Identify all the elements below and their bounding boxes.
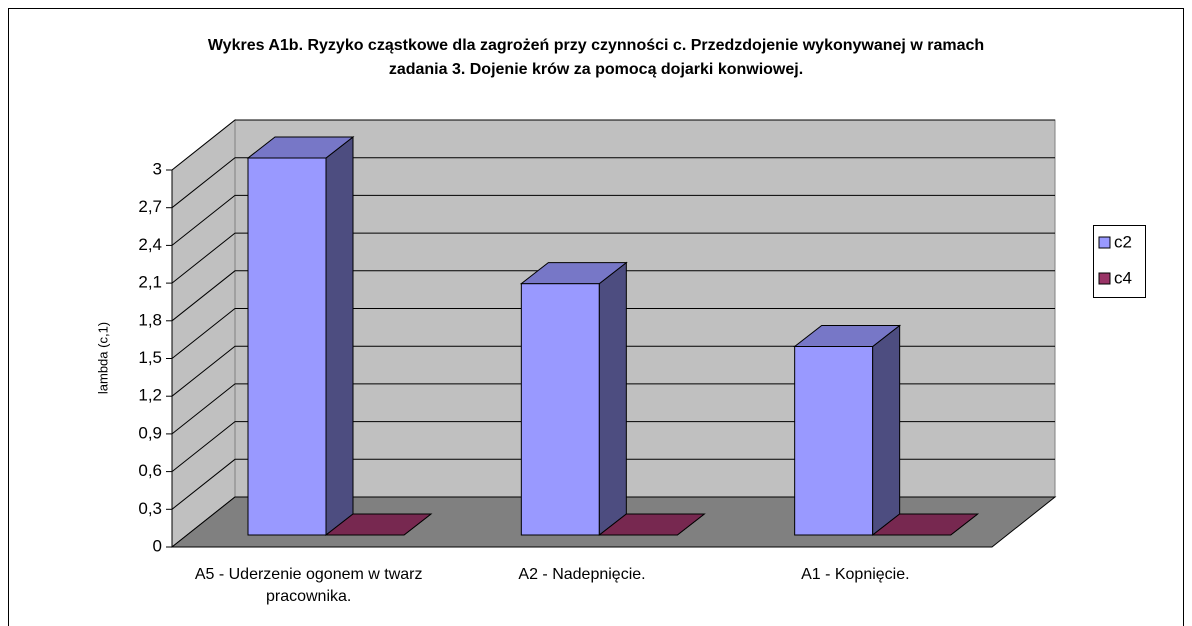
bar	[871, 513, 980, 536]
legend-swatch	[1098, 236, 1111, 249]
bar-side	[598, 261, 627, 537]
y-tick-label: 0,3	[138, 499, 162, 518]
y-tick-label: 1,8	[138, 310, 162, 329]
bar	[597, 513, 706, 536]
bar	[324, 513, 433, 536]
grid-line	[171, 421, 1055, 472]
bar-front	[794, 346, 874, 536]
x-tick-label: A2 - Nadepnięcie.	[518, 566, 646, 583]
chart-title: Wykres A1b. Ryzyko cząstkowe dla zagroże…	[207, 37, 985, 78]
bar	[793, 324, 902, 537]
y-axis-label: lambda (c,1)	[95, 322, 110, 394]
bar-top	[597, 513, 706, 536]
bar-top	[519, 262, 628, 285]
bar-top	[324, 513, 433, 536]
bar-front	[247, 157, 327, 536]
y-tick-label: 0,6	[138, 461, 162, 480]
y-tick-label: 3	[153, 159, 162, 178]
y-tick-label: 2,1	[138, 273, 162, 292]
y-tick-label: 1,2	[138, 386, 162, 405]
legend-swatch	[1098, 272, 1111, 285]
legend-label: c2	[1114, 232, 1132, 251]
grid-line	[171, 345, 1055, 397]
y-tick-label: 1,5	[138, 348, 162, 367]
y-tick-label: 0,9	[138, 423, 162, 442]
bar-front	[520, 283, 600, 536]
grid-line	[171, 270, 1055, 322]
grid-line	[171, 157, 1055, 209]
bar-side	[325, 135, 354, 537]
y-tick-label: 2,7	[138, 197, 162, 216]
bar-top	[871, 513, 980, 536]
x-tick-label: A1 - Kopnięcie.	[801, 566, 910, 583]
y-tick-label: 2,4	[138, 235, 162, 254]
bar-side	[872, 324, 901, 537]
grid-line	[171, 119, 1055, 171]
y-tick-label: 0	[153, 536, 162, 555]
bar	[246, 135, 355, 537]
grid-line	[171, 232, 1055, 284]
grid-line	[171, 458, 1055, 510]
x-tick-label: A5 - Uderzenie ogonem w twarz pracownika…	[194, 566, 423, 605]
bar-top	[793, 325, 902, 347]
grid-line	[171, 308, 1055, 359]
bar-top	[246, 136, 355, 159]
grid-line	[171, 194, 1055, 246]
legend-label: c4	[1114, 268, 1132, 287]
bar	[519, 261, 628, 537]
grid-line	[171, 383, 1055, 435]
